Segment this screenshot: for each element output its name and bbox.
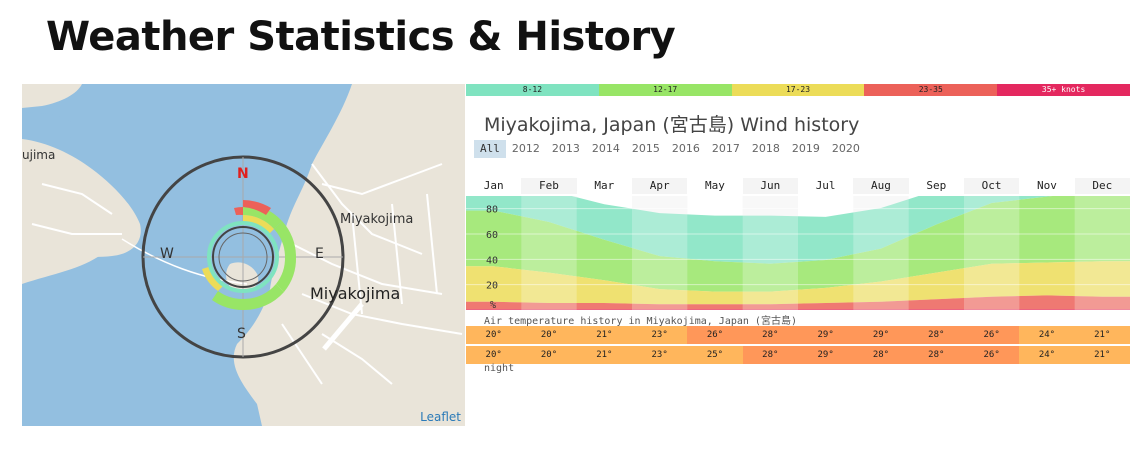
temperature-cell: 24° <box>1019 326 1075 344</box>
month-header: Jan Feb Mar Apr May Jun Jul Aug Sep Oct … <box>466 178 1130 194</box>
legend-item-12-17: 12-17 <box>598 84 732 96</box>
temperature-cell: 29° <box>797 326 854 344</box>
year-tab-all[interactable]: All <box>474 140 506 158</box>
month-label: Sep <box>926 179 947 192</box>
month-label: Jul <box>815 179 836 192</box>
temperature-cell: 25° <box>687 346 743 364</box>
month-label: Oct <box>963 178 1020 194</box>
year-tab-2014[interactable]: 2014 <box>591 142 620 155</box>
wind-history-chart[interactable]: 80 60 40 20% <box>466 196 1130 310</box>
wind-series-area <box>466 196 1053 264</box>
map-label-north: Miyakojima <box>340 212 414 227</box>
map-label-city: Miyakojima <box>310 284 401 303</box>
temperature-cell: 21° <box>576 346 632 364</box>
month-label: Feb <box>521 178 577 194</box>
year-tab-2015[interactable]: 2015 <box>631 142 660 155</box>
chart-column-overlay <box>521 196 577 310</box>
wind-history-title: Miyakojima, Japan (宮古島) Wind history <box>484 114 860 136</box>
temperature-cell: 23° <box>631 326 688 344</box>
temperature-cell: 20° <box>521 326 577 344</box>
chart-column-overlay <box>853 196 909 310</box>
wind-series-area <box>466 261 1130 305</box>
year-tab-2017[interactable]: 2017 <box>711 142 740 155</box>
wind-rose <box>202 200 297 311</box>
legend-item-8-12: 8-12 <box>466 84 599 96</box>
map-runway <box>322 302 364 351</box>
temperature-cell: 28° <box>908 346 964 364</box>
y-tick-label: 20 <box>486 281 498 292</box>
month-label: Apr <box>631 178 688 194</box>
map-ferry-route <box>121 238 248 285</box>
chart-column-overlay <box>964 196 1020 310</box>
map-water <box>22 84 352 426</box>
map-land-west <box>22 139 141 257</box>
temperature-cell: 28° <box>742 346 798 364</box>
legend-item-23-35: 23-35 <box>864 84 998 96</box>
month-label: Mar <box>594 179 615 192</box>
year-tab-2013[interactable]: 2013 <box>551 142 580 155</box>
temperature-cell: 21° <box>1074 326 1130 344</box>
y-tick-label: 60 <box>486 230 498 241</box>
temperature-cell: 21° <box>576 326 632 344</box>
legend-item-35-plus: 35+ knots <box>997 84 1130 96</box>
compass-west-label: W <box>160 246 174 262</box>
temperature-cell: 26° <box>963 326 1020 344</box>
page-title: Weather Statistics & History <box>46 14 676 60</box>
temperature-cell: 23° <box>631 346 688 364</box>
chart-column-overlay <box>1074 196 1130 310</box>
year-tab-2016[interactable]: 2016 <box>671 142 700 155</box>
temperature-caption: Air temperature history in Miyakojima, J… <box>484 316 797 327</box>
month-label: Aug <box>853 178 909 194</box>
compass-east-label: E <box>315 246 324 262</box>
temperature-cell: 26° <box>963 346 1020 364</box>
map-canvas[interactable] <box>22 84 465 426</box>
month-label: Jun <box>742 178 798 194</box>
temperature-cell: 28° <box>908 326 964 344</box>
temperature-cell: 26° <box>687 326 743 344</box>
temperature-night-row: 20° 20° 21° 23° 25° 28° 29° 28° 28° 26° 24° 21° <box>466 346 1130 364</box>
month-label: Jan <box>483 179 504 192</box>
legend-item-17-23: 17-23 <box>731 84 865 96</box>
temperature-cell: 20° <box>466 346 522 364</box>
chart-column-overlay <box>742 196 798 310</box>
year-tabs: All 2012 2013 2014 2015 2016 2017 2018 2… <box>474 140 866 158</box>
year-tab-2018[interactable]: 2018 <box>751 142 780 155</box>
chart-column-overlay <box>632 196 688 310</box>
temperature-cell: 21° <box>1074 346 1130 364</box>
night-label: night <box>484 363 515 374</box>
compass-south-label: S <box>237 326 246 342</box>
wind-speed-legend: 8-12 12-17 17-23 23-35 35+ knots <box>466 84 1130 96</box>
map-land-island <box>22 84 82 108</box>
temperature-cell: 29° <box>853 326 909 344</box>
temperature-cell: 29° <box>797 346 854 364</box>
map-roads <box>31 163 463 385</box>
y-tick-label: 80 <box>486 205 498 216</box>
temperature-cell: 24° <box>1019 346 1075 364</box>
wind-series-area <box>466 309 1130 310</box>
map-label-west: ujima <box>22 148 56 162</box>
temperature-cell: 28° <box>742 326 798 344</box>
year-tab-2019[interactable]: 2019 <box>791 142 820 155</box>
y-tick-label: 40 <box>486 255 498 266</box>
compass-north-label: N <box>237 166 249 182</box>
y-unit-label: % <box>490 300 496 310</box>
wind-map[interactable]: ujima Miyakojima Miyakojima N E S W Leaf… <box>22 84 465 426</box>
year-tab-2012[interactable]: 2012 <box>511 142 540 155</box>
wind-series-area <box>466 295 1130 310</box>
wind-series-area <box>466 196 1130 292</box>
month-label: Nov <box>1037 179 1057 192</box>
year-tab-2020[interactable]: 2020 <box>831 142 860 155</box>
month-label: May <box>705 179 725 192</box>
temperature-cell: 20° <box>521 346 577 364</box>
leaflet-attribution-link[interactable]: Leaflet <box>420 410 461 424</box>
month-label: Dec <box>1074 178 1130 194</box>
temperature-cell: 20° <box>466 326 522 344</box>
map-water-left <box>22 112 79 145</box>
temperature-cell: 28° <box>853 346 909 364</box>
temperature-day-row: 20° 20° 21° 23° 26° 28° 29° 29° 28° 26° 24° 21° <box>466 326 1130 344</box>
